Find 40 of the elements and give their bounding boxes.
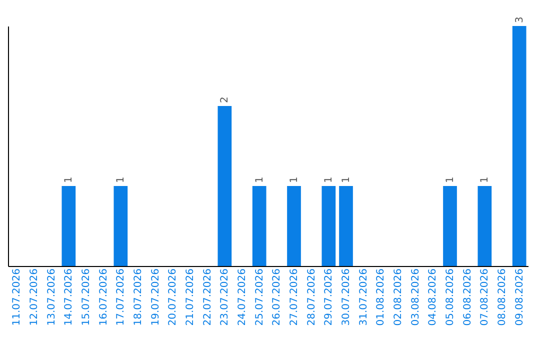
x-tick-label: 16.07.2026 — [98, 268, 110, 326]
data-label: 1 — [64, 176, 75, 183]
data-label: 1 — [324, 176, 335, 183]
x-tick-label: 25.07.2026 — [254, 268, 266, 326]
data-label: 1 — [341, 176, 352, 183]
x-tick-label: 02.08.2026 — [393, 268, 404, 326]
x-tick-label: 14.07.2026 — [64, 268, 75, 326]
data-label: 1 — [480, 176, 491, 183]
x-tick-label: 31.07.2026 — [358, 268, 370, 326]
data-label: 1 — [289, 176, 300, 183]
x-tick-label: 20.07.2026 — [168, 268, 179, 326]
x-tick-label: 04.08.2026 — [428, 268, 439, 326]
data-label: 3 — [514, 16, 526, 23]
x-tick-label: 13.07.2026 — [46, 268, 58, 326]
x-tick-label: 07.08.2026 — [480, 268, 491, 326]
x-tick-label: 06.08.2026 — [462, 268, 474, 326]
data-label: 1 — [254, 176, 266, 183]
data-label: 2 — [220, 96, 231, 103]
x-tick-label: 30.07.2026 — [341, 268, 352, 326]
data-label: 1 — [445, 176, 456, 183]
x-tick-label: 01.08.2026 — [376, 268, 387, 326]
x-tick-label: 21.07.2026 — [185, 268, 196, 326]
x-tick-label: 23.07.2026 — [220, 268, 231, 326]
x-tick-label: 26.07.2026 — [272, 268, 283, 326]
x-tick-label: 27.07.2026 — [289, 268, 300, 326]
x-tick-label: 19.07.2026 — [150, 268, 162, 326]
x-tick-label: 18.07.2026 — [133, 268, 144, 326]
x-tick-label: 15.07.2026 — [81, 268, 92, 326]
x-tick-label: 09.08.2026 — [514, 268, 526, 326]
x-tick-label: 17.07.2026 — [116, 268, 127, 326]
x-tick-label: 24.07.2026 — [237, 268, 248, 326]
x-tick-label: 11.07.2026 — [12, 268, 23, 326]
x-tick-label: 05.08.2026 — [445, 268, 456, 326]
x-tick-label: 22.07.2026 — [202, 268, 214, 326]
x-tick-label: 03.08.2026 — [410, 268, 422, 326]
x-tick-label: 29.07.2026 — [324, 268, 335, 326]
data-label: 1 — [116, 176, 127, 183]
x-tick-label: 08.08.2026 — [497, 268, 508, 326]
x-tick-label: 28.07.2026 — [306, 268, 318, 326]
x-tick-label: 12.07.2026 — [29, 268, 40, 326]
